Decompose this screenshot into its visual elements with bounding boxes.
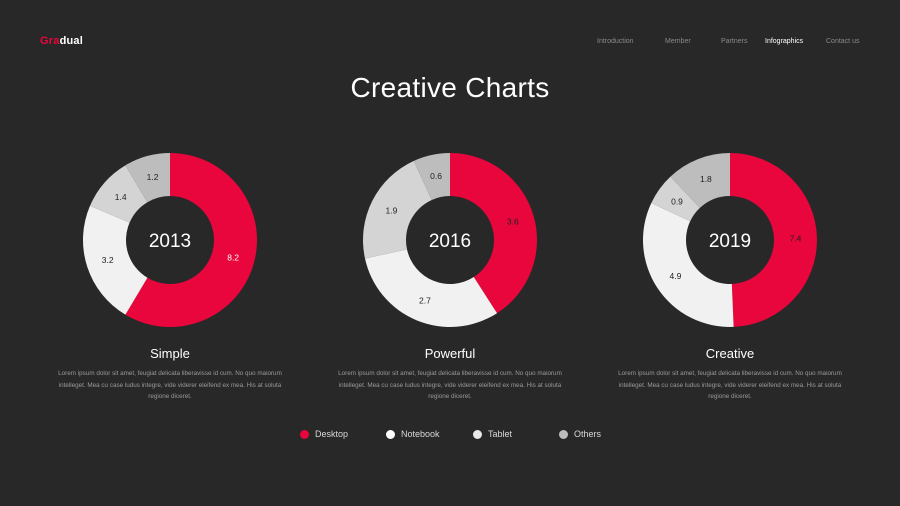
logo-text-accent: Gra — [40, 35, 60, 47]
nav-item-infographics[interactable]: Infographics — [765, 38, 804, 45]
slice-value-label: 1.8 — [700, 174, 712, 184]
nav-item-partners[interactable]: Partners — [721, 38, 748, 45]
chart-legend: Desktop Notebook Tablet Others — [0, 429, 900, 443]
donut-chart: 8.2 3.2 1.4 1.2 2013 — [82, 153, 257, 327]
nav-item-contact-us[interactable]: Contact us — [826, 38, 860, 45]
donut-slice-desktop — [730, 153, 817, 327]
chart-title: Creative — [705, 346, 755, 361]
slice-value-label: 0.6 — [430, 171, 442, 181]
legend-item-desktop: Desktop — [300, 429, 348, 439]
slice-value-label: 1.9 — [386, 206, 398, 216]
chart-card-2016: 3.6 2.7 1.9 0.6 2016 Powerful Lorem ipsum do… — [330, 150, 570, 400]
nav-item-member[interactable]: Member — [665, 38, 691, 45]
legend-label: Others — [574, 429, 602, 439]
donut-slice-tablet — [643, 202, 734, 327]
donut-slice-others — [670, 153, 730, 208]
donut-slice-notebook — [90, 165, 148, 223]
legend-item-notebook: Notebook — [386, 429, 440, 439]
slice-value-label: 4.9 — [670, 271, 682, 281]
legend-item-others: Others — [559, 429, 601, 439]
slice-value-label: 1.2 — [147, 172, 159, 182]
chart-description: Lorem ipsum dolor sit amet, feugiat deli… — [618, 370, 842, 400]
chart-description: Lorem ipsum dolor sit amet, feugiat deli… — [338, 370, 562, 400]
donut-slice-tablet — [364, 249, 498, 327]
slice-value-label: 3.2 — [102, 255, 114, 265]
donut-center-year: 2016 — [429, 231, 471, 252]
brand-logo[interactable]: Gradual — [40, 35, 83, 47]
nav-item-introduction[interactable]: Introduction — [597, 38, 634, 45]
donut-chart: 3.6 2.7 1.9 0.6 2016 — [363, 153, 537, 327]
chart-card-2013: 8.2 3.2 1.4 1.2 2013 Simple Lorem ipsum dolo… — [50, 150, 290, 400]
slice-value-label: 2.7 — [419, 296, 431, 306]
legend-swatch — [473, 429, 482, 439]
slice-value-label: 3.6 — [507, 217, 519, 227]
donut-slice-others — [125, 153, 170, 203]
slice-value-label: 7.4 — [790, 234, 802, 244]
slice-value-label: 0.9 — [671, 197, 683, 207]
legend-label: Desktop — [315, 429, 349, 439]
legend-label: Tablet — [488, 429, 513, 439]
top-nav: Introduction Member Partners Infographic… — [0, 38, 900, 50]
chart-card-2019: 7.4 4.9 0.9 1.8 2019 Creative Lorem ipsum do… — [610, 150, 850, 400]
slice-value-label: 1.4 — [115, 192, 127, 202]
donut-slice-tablet — [82, 205, 148, 315]
legend-label: Notebook — [401, 429, 440, 439]
chart-title: Powerful — [424, 346, 476, 361]
legend-item-tablet: Tablet — [473, 429, 512, 439]
donut-center-year: 2019 — [709, 231, 751, 252]
legend-swatch — [386, 429, 395, 439]
donut-slice-others — [413, 153, 450, 200]
donut-slice-desktop — [450, 153, 537, 314]
slice-value-label: 8.2 — [227, 252, 239, 262]
logo-text: dual — [59, 35, 83, 47]
legend-swatch — [559, 429, 568, 439]
page-title: Creative Charts — [350, 72, 550, 103]
donut-slice-desktop — [125, 153, 257, 327]
chart-title: Simple — [150, 346, 190, 361]
legend-swatch — [300, 429, 309, 439]
donut-slice-notebook — [651, 176, 700, 222]
chart-description: Lorem ipsum dolor sit amet, feugiat deli… — [58, 370, 282, 400]
donut-chart: 7.4 4.9 0.9 1.8 2019 — [643, 153, 817, 327]
donut-slice-notebook — [363, 160, 432, 259]
donut-center-year: 2013 — [149, 231, 191, 252]
